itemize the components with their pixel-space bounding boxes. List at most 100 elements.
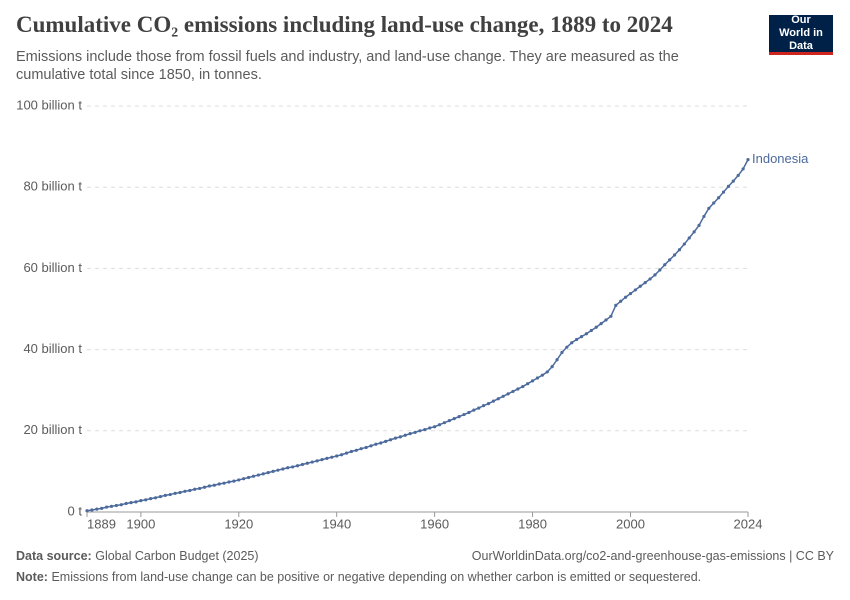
point <box>344 451 349 455</box>
point <box>261 472 265 476</box>
point <box>129 501 133 505</box>
point <box>305 461 309 465</box>
point <box>452 417 456 421</box>
point <box>193 487 197 491</box>
point <box>682 242 686 246</box>
point <box>628 291 633 296</box>
point <box>702 214 706 219</box>
point <box>746 157 750 162</box>
url[interactable]: OurWorldinData.org/co2-and-greenhouse-ga… <box>471 549 834 563</box>
chart-subtitle: Emissions include those from fossil fuel… <box>16 49 679 83</box>
point <box>418 429 422 433</box>
point <box>555 358 559 362</box>
point <box>643 281 647 285</box>
point <box>374 442 378 446</box>
point <box>134 500 138 504</box>
point <box>433 425 437 429</box>
x-tick-label: 1940 <box>322 516 351 531</box>
point <box>599 322 603 326</box>
point <box>482 404 486 408</box>
point <box>403 433 407 437</box>
point <box>472 408 476 412</box>
point <box>594 325 598 329</box>
point <box>721 190 726 194</box>
point <box>550 365 554 369</box>
point <box>560 350 564 355</box>
point <box>398 435 402 439</box>
point <box>584 332 589 336</box>
point <box>658 268 662 272</box>
point <box>330 455 334 459</box>
point <box>163 493 167 497</box>
point <box>325 456 329 461</box>
point <box>442 421 447 425</box>
point <box>565 345 569 349</box>
point <box>183 489 187 493</box>
point <box>139 499 143 503</box>
point <box>109 504 114 508</box>
point <box>648 277 652 281</box>
x-tick-label: 1900 <box>126 516 155 531</box>
point <box>447 419 451 423</box>
point <box>638 284 642 288</box>
point <box>604 318 608 322</box>
logo-text: Our World in Data <box>779 14 823 52</box>
point <box>149 497 153 501</box>
point <box>614 303 618 307</box>
point <box>570 341 574 345</box>
point <box>384 439 388 443</box>
x-tick-label: 1960 <box>420 516 449 531</box>
point <box>85 509 89 513</box>
point <box>281 467 285 471</box>
point <box>335 454 339 458</box>
point <box>726 184 731 188</box>
point <box>668 258 672 262</box>
source-text: Global Carbon Budget (2025) <box>95 549 259 563</box>
point <box>271 469 275 473</box>
point <box>741 167 745 171</box>
point <box>521 384 525 389</box>
point <box>736 173 740 178</box>
point <box>310 460 314 464</box>
point <box>692 230 696 234</box>
point <box>202 485 207 489</box>
point <box>359 447 363 451</box>
point <box>437 423 442 427</box>
point <box>340 453 344 457</box>
point <box>242 477 246 481</box>
point <box>90 508 94 512</box>
point <box>530 379 535 383</box>
point <box>158 494 163 499</box>
point <box>697 223 701 227</box>
y-tick-label: 80 billion t <box>23 179 82 194</box>
point <box>256 473 260 477</box>
point <box>114 503 118 508</box>
point <box>511 389 515 394</box>
point <box>237 478 241 482</box>
point <box>589 328 593 333</box>
point <box>623 295 628 299</box>
point <box>496 397 500 401</box>
point <box>540 373 544 377</box>
point <box>491 399 495 403</box>
chart-title: Cumulative CO₂ emissions including land-… <box>16 12 673 37</box>
y-tick-label: 0 t <box>68 503 83 518</box>
note-label: Note: <box>16 570 48 584</box>
point <box>198 486 202 491</box>
point <box>246 475 251 480</box>
point <box>579 335 584 339</box>
point <box>227 480 231 484</box>
point <box>100 506 104 510</box>
logo[interactable]: Our World in Data <box>769 14 833 55</box>
point <box>672 253 677 257</box>
point <box>104 505 109 509</box>
point <box>369 444 373 448</box>
point <box>457 414 461 419</box>
point <box>95 507 99 511</box>
point <box>207 484 212 488</box>
chart: 0 t 20 billion t 40 billion t 60 billion t 8… <box>16 97 809 531</box>
point <box>354 448 358 452</box>
point <box>300 462 305 467</box>
point <box>575 337 579 342</box>
